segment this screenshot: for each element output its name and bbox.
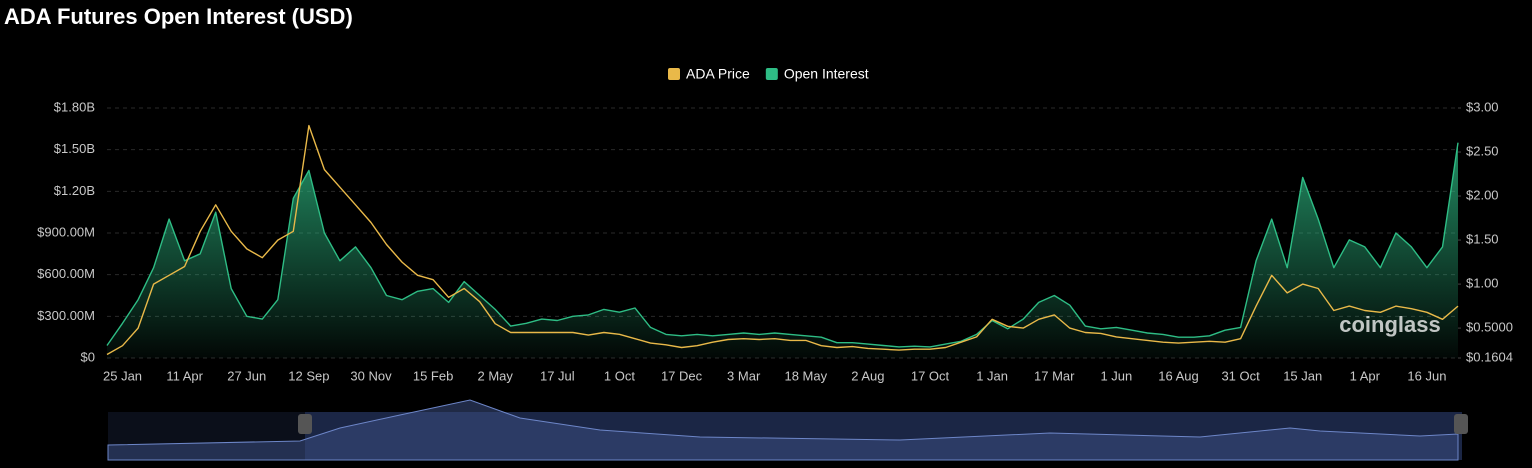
x-tick-label: 18 May [784, 368, 827, 383]
legend-swatch [765, 68, 778, 80]
watermark: coinglass [1339, 312, 1440, 337]
y-tick-label: $600.00M [37, 266, 95, 281]
grid: $0 $300.00M $600.00M $900.00M $1.20B $1.50B $1… [37, 99, 1513, 383]
x-tick-label: 30 Nov [350, 368, 392, 383]
y2-tick-label: $1.50 [1466, 231, 1499, 246]
x-tick-label: 1 Apr [1350, 368, 1381, 383]
x-tick-label: 16 Jun [1407, 368, 1446, 383]
chart-title: ADA Futures Open Interest (USD) [4, 4, 353, 29]
navigator [107, 399, 1468, 461]
x-tick-label: 17 Dec [661, 368, 703, 383]
y2-tick-label: $0.5000 [1466, 320, 1513, 335]
y2-tick-label: $0.1604 [1466, 349, 1513, 364]
x-tick-label: 15 Feb [413, 368, 453, 383]
x-tick-label: 11 Apr [166, 368, 203, 383]
x-tick-label: 2 May [478, 368, 514, 383]
y2-tick-label: $2.50 [1466, 143, 1499, 158]
x-tick-label: 17 Mar [1034, 368, 1075, 383]
area [107, 142, 1458, 358]
y2-tick-label: $1.00 [1466, 276, 1499, 291]
x-tick-label: 25 Jan [103, 368, 142, 383]
plot-area [106, 124, 1459, 358]
x-tick-label: 1 Oct [604, 368, 635, 383]
y-tick-label: $1.50B [54, 141, 95, 156]
x-tick-label: 1 Jun [1100, 368, 1132, 383]
x-tick-label: 15 Jan [1283, 368, 1322, 383]
x-tick-label: 16 Aug [1158, 368, 1199, 383]
navigator-handle[interactable] [1454, 414, 1468, 434]
legend-label: ADA Price [686, 66, 750, 82]
navigator-handle[interactable] [298, 414, 312, 434]
x-tick-label: 2 Aug [851, 368, 884, 383]
y2-tick-label: $3.00 [1466, 99, 1499, 114]
y-tick-label: $1.80B [54, 99, 95, 114]
y2-tick-label: $2.00 [1466, 187, 1499, 202]
x-tick-label: 17 Oct [911, 368, 950, 383]
x-tick-label: 27 Jun [227, 368, 266, 383]
y-tick-label: $900.00M [37, 224, 95, 239]
y-tick-label: $300.00M [37, 308, 95, 323]
x-tick-label: 12 Sep [288, 368, 329, 383]
x-tick-label: 31 Oct [1221, 368, 1260, 383]
x-tick-label: 17 Jul [540, 368, 575, 383]
legend: ADA Price Open Interest [668, 66, 869, 82]
x-tick-label: 1 Jan [976, 368, 1008, 383]
legend-label: Open Interest [784, 66, 869, 82]
navigator-series [107, 399, 1459, 461]
y-tick-label: $0 [81, 349, 95, 364]
y-tick-label: $1.20B [54, 183, 95, 198]
line [106, 142, 1459, 348]
line [106, 124, 1459, 356]
x-tick-label: 3 Mar [727, 368, 761, 383]
legend-swatch [668, 68, 680, 80]
